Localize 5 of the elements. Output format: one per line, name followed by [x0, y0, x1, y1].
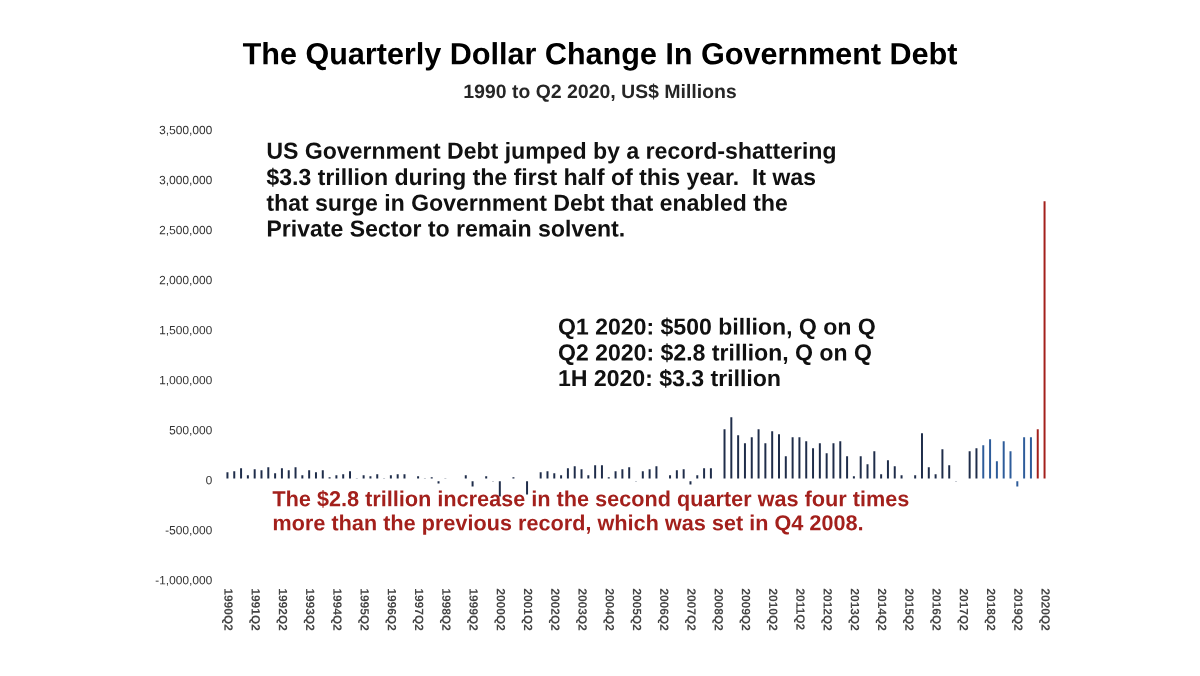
- annotation: The $2.8 trillion increase in the second quarter was four times more than the previous record, which was set in Q4 2008.: [272, 490, 909, 535]
- chart-title: The Quarterly Dollar Change In Government Debt: [242, 42, 958, 71]
- annotation: Q1 2020: $500 billion, Q on Q Q2 2020: $2.8 trillion, Q on Q 1H 2020: $3.3 trillion: [558, 317, 875, 388]
- chart-subtitle: 1990 to Q2 2020, US$ Millions: [464, 83, 736, 102]
- annotation: US Government Debt jumped by a record-shattering $3.3 trillion during the first half of this year. It was that surge in Government Debt that enabled the Private Sector to remain solvent.: [266, 141, 835, 237]
